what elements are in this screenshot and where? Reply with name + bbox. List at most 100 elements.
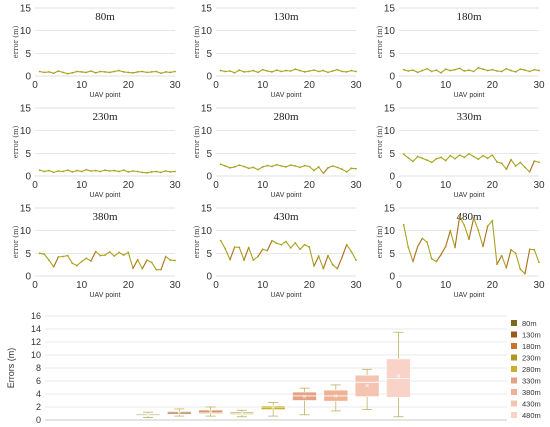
data-point bbox=[266, 164, 269, 167]
y-tick-label: 0 bbox=[206, 72, 212, 83]
data-point bbox=[136, 71, 139, 73]
data-point bbox=[174, 170, 176, 173]
data-point bbox=[458, 154, 461, 157]
x-tick-label: 20 bbox=[304, 80, 316, 91]
data-point bbox=[85, 71, 88, 74]
legend-swatch bbox=[511, 366, 517, 372]
y-tick-label: 15 bbox=[201, 4, 213, 15]
data-point bbox=[118, 251, 120, 254]
data-point bbox=[317, 166, 320, 168]
y-tick-label: 0 bbox=[36, 415, 41, 425]
panel-title: 230m bbox=[92, 111, 118, 123]
x-tick-label: 20 bbox=[487, 280, 499, 291]
data-point bbox=[238, 246, 241, 249]
x-tick-label: 30 bbox=[533, 180, 545, 191]
data-point bbox=[224, 70, 227, 73]
data-point bbox=[528, 171, 531, 173]
legend: 80m 130m 180m 230m 280m 330m 380m 430m 480m bbox=[511, 319, 541, 420]
y-axis-title: error (m) bbox=[376, 225, 384, 258]
series-segment bbox=[454, 216, 461, 248]
data-point bbox=[252, 166, 255, 169]
data-point bbox=[444, 159, 447, 162]
y-axis-title: error (m) bbox=[12, 225, 20, 258]
y-tick-label: 15 bbox=[20, 204, 32, 215]
series-segment bbox=[435, 254, 442, 262]
mean-marker: × bbox=[177, 410, 182, 417]
y-tick-label: 10 bbox=[384, 126, 396, 137]
data-point bbox=[146, 171, 148, 174]
series-line bbox=[39, 250, 176, 271]
x-tick-label: 10 bbox=[76, 80, 88, 91]
y-tick-label: 0 bbox=[389, 172, 395, 183]
legend-label: 280m bbox=[522, 365, 541, 374]
data-point bbox=[261, 68, 264, 71]
data-point bbox=[261, 166, 264, 168]
series-segment bbox=[266, 240, 273, 251]
legend-swatch bbox=[511, 320, 517, 326]
data-point bbox=[266, 249, 269, 252]
data-point bbox=[458, 215, 461, 218]
legend-label: 130m bbox=[522, 331, 541, 340]
data-point bbox=[104, 71, 106, 73]
data-point bbox=[155, 170, 158, 173]
x-tick-label: 0 bbox=[396, 180, 402, 191]
data-point bbox=[322, 172, 325, 175]
data-point bbox=[514, 165, 517, 167]
x-tick-label: 10 bbox=[440, 280, 452, 291]
line-panel-180m: 0 5 10 15 0 10 20 30 error (m) UAV point 180m bbox=[376, 4, 545, 100]
y-tick-label: 16 bbox=[31, 311, 41, 321]
x-tick-label: 10 bbox=[76, 180, 88, 191]
data-point bbox=[412, 69, 414, 72]
box-230m: × bbox=[229, 409, 255, 418]
data-point bbox=[247, 167, 250, 170]
y-tick-label: 0 bbox=[389, 72, 395, 83]
legend-label: 180m bbox=[522, 342, 541, 351]
data-point bbox=[449, 229, 452, 232]
data-point bbox=[440, 253, 442, 256]
y-tick-label: 2 bbox=[36, 402, 41, 412]
data-point bbox=[174, 70, 176, 73]
x-tick-label: 20 bbox=[304, 180, 316, 191]
data-point bbox=[52, 72, 55, 75]
data-point bbox=[454, 157, 456, 160]
data-point bbox=[43, 170, 46, 173]
data-point bbox=[528, 248, 531, 251]
series-segment bbox=[341, 244, 348, 258]
series-segment bbox=[313, 255, 320, 267]
y-tick-label: 0 bbox=[25, 172, 31, 183]
data-point bbox=[85, 168, 88, 171]
x-tick-label: 10 bbox=[440, 80, 452, 91]
y-tick-label: 5 bbox=[206, 49, 212, 60]
line-chart-grid: 0 5 10 15 0 10 20 30 error (m) UAV point 80m 0 5 10 15… bbox=[12, 4, 545, 300]
y-tick-label: 15 bbox=[201, 104, 213, 115]
data-point bbox=[472, 70, 475, 73]
legend-swatch bbox=[511, 343, 517, 349]
series-segment bbox=[496, 255, 503, 265]
data-point bbox=[271, 71, 273, 73]
series-line bbox=[39, 169, 176, 174]
series-line bbox=[220, 68, 357, 74]
data-point bbox=[252, 69, 255, 72]
data-point bbox=[146, 259, 148, 262]
data-point bbox=[500, 254, 503, 257]
data-point bbox=[303, 243, 306, 246]
x-axis-title: UAV point bbox=[90, 292, 121, 299]
data-point bbox=[533, 248, 536, 251]
x-axis-title: UAV point bbox=[454, 292, 485, 299]
data-point bbox=[219, 163, 222, 166]
data-point bbox=[491, 68, 494, 71]
data-point bbox=[160, 268, 162, 271]
x-tick-label: 30 bbox=[169, 180, 181, 191]
x-tick-label: 20 bbox=[487, 180, 499, 191]
x-tick-label: 30 bbox=[350, 80, 362, 91]
y-tick-label: 14 bbox=[31, 324, 41, 334]
y-tick-label: 0 bbox=[389, 272, 395, 283]
data-point bbox=[76, 70, 78, 73]
x-axis-title: UAV point bbox=[454, 92, 485, 99]
data-point bbox=[440, 156, 442, 159]
y-tick-label: 5 bbox=[389, 49, 395, 60]
data-point bbox=[435, 69, 438, 72]
data-point bbox=[491, 154, 494, 157]
series-line bbox=[403, 153, 540, 173]
